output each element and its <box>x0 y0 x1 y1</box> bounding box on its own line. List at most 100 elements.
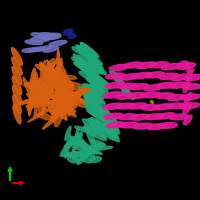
Ellipse shape <box>76 45 92 61</box>
Ellipse shape <box>144 84 164 91</box>
Ellipse shape <box>58 72 74 89</box>
Ellipse shape <box>47 33 61 37</box>
Ellipse shape <box>12 48 22 65</box>
Ellipse shape <box>119 74 139 80</box>
Ellipse shape <box>105 82 125 88</box>
Ellipse shape <box>40 62 47 77</box>
Ellipse shape <box>50 108 76 114</box>
Ellipse shape <box>34 104 37 118</box>
Ellipse shape <box>84 66 100 82</box>
Ellipse shape <box>51 99 63 104</box>
Ellipse shape <box>37 34 55 39</box>
Ellipse shape <box>83 90 99 106</box>
Ellipse shape <box>37 79 49 103</box>
Ellipse shape <box>186 70 192 82</box>
Ellipse shape <box>12 76 22 94</box>
Ellipse shape <box>80 146 99 153</box>
Ellipse shape <box>60 152 83 156</box>
Ellipse shape <box>58 105 67 120</box>
Ellipse shape <box>30 88 44 106</box>
Ellipse shape <box>129 84 149 90</box>
Ellipse shape <box>57 92 88 108</box>
Ellipse shape <box>90 118 109 131</box>
Ellipse shape <box>144 114 164 120</box>
Ellipse shape <box>88 77 104 93</box>
Ellipse shape <box>183 81 190 93</box>
Ellipse shape <box>153 104 173 110</box>
Ellipse shape <box>61 132 82 154</box>
Ellipse shape <box>49 89 76 117</box>
Ellipse shape <box>78 141 102 154</box>
Ellipse shape <box>25 40 43 45</box>
Ellipse shape <box>88 125 103 131</box>
Ellipse shape <box>103 103 123 109</box>
Ellipse shape <box>86 78 106 88</box>
Ellipse shape <box>158 123 177 128</box>
Ellipse shape <box>180 103 200 109</box>
Ellipse shape <box>17 95 47 105</box>
Ellipse shape <box>179 61 189 67</box>
Ellipse shape <box>133 123 153 129</box>
Ellipse shape <box>29 47 45 52</box>
Ellipse shape <box>109 64 129 71</box>
Ellipse shape <box>75 62 94 74</box>
Ellipse shape <box>118 83 130 93</box>
Ellipse shape <box>66 89 86 108</box>
Ellipse shape <box>101 118 119 131</box>
Ellipse shape <box>106 122 126 128</box>
Ellipse shape <box>168 82 188 88</box>
Ellipse shape <box>81 44 99 58</box>
Ellipse shape <box>97 125 117 136</box>
Ellipse shape <box>12 67 22 85</box>
Ellipse shape <box>90 122 106 138</box>
Ellipse shape <box>74 62 94 73</box>
Ellipse shape <box>95 109 115 120</box>
Ellipse shape <box>43 35 61 40</box>
Ellipse shape <box>43 59 55 79</box>
Ellipse shape <box>130 114 150 120</box>
Ellipse shape <box>37 61 56 85</box>
Ellipse shape <box>35 64 68 82</box>
Ellipse shape <box>90 82 107 97</box>
Ellipse shape <box>89 71 107 85</box>
Ellipse shape <box>39 82 45 104</box>
Ellipse shape <box>183 104 191 114</box>
Ellipse shape <box>47 97 72 111</box>
Ellipse shape <box>103 113 123 119</box>
Ellipse shape <box>87 91 105 104</box>
Ellipse shape <box>83 127 107 140</box>
Ellipse shape <box>27 84 45 111</box>
Ellipse shape <box>48 99 68 110</box>
Ellipse shape <box>65 88 84 100</box>
Ellipse shape <box>155 93 175 99</box>
Ellipse shape <box>43 47 59 52</box>
Ellipse shape <box>30 81 38 106</box>
Ellipse shape <box>56 58 68 81</box>
Ellipse shape <box>49 40 67 46</box>
Ellipse shape <box>64 151 92 157</box>
Ellipse shape <box>65 126 71 140</box>
Ellipse shape <box>82 119 103 134</box>
Ellipse shape <box>102 123 119 139</box>
Ellipse shape <box>90 119 109 131</box>
Ellipse shape <box>90 110 108 123</box>
Ellipse shape <box>72 128 79 155</box>
Ellipse shape <box>13 95 21 114</box>
Ellipse shape <box>47 67 64 89</box>
Ellipse shape <box>73 146 99 154</box>
Ellipse shape <box>124 62 144 68</box>
Ellipse shape <box>40 61 46 77</box>
Ellipse shape <box>72 57 92 68</box>
Ellipse shape <box>29 86 55 98</box>
Ellipse shape <box>27 93 40 105</box>
Ellipse shape <box>141 92 161 98</box>
Ellipse shape <box>65 135 71 158</box>
Ellipse shape <box>67 157 79 163</box>
Ellipse shape <box>56 92 78 117</box>
Ellipse shape <box>101 109 118 124</box>
Ellipse shape <box>176 63 196 69</box>
Ellipse shape <box>83 92 103 103</box>
Ellipse shape <box>60 89 73 97</box>
Ellipse shape <box>50 87 66 111</box>
Ellipse shape <box>84 93 100 109</box>
